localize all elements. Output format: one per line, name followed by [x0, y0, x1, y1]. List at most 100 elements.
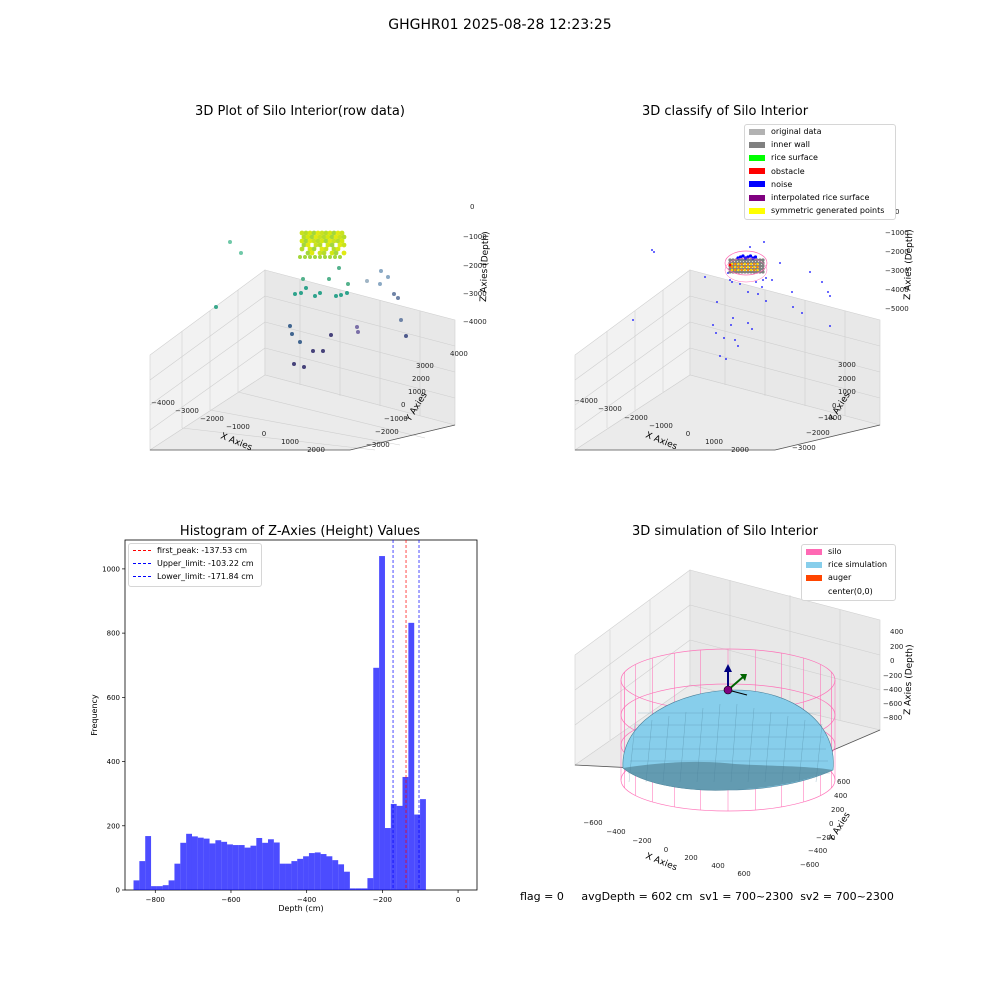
data-point: [311, 349, 315, 353]
legend-label: auger: [828, 573, 852, 583]
x-tick-label: −200: [373, 896, 392, 904]
data-point: [339, 238, 345, 244]
p1-xtick: −1000: [226, 423, 250, 431]
p4-ztick: −600: [883, 700, 902, 708]
histogram-bar: [379, 556, 385, 890]
p2-ytick: 3000: [838, 361, 856, 369]
inner-wall-point: [761, 264, 765, 268]
p2-ztick: −2000: [885, 248, 909, 256]
legend-entry: center(0,0): [802, 585, 895, 598]
histogram-bar: [326, 856, 333, 890]
p4-xtick: −200: [632, 837, 651, 845]
histogram-bar: [355, 888, 362, 890]
histogram-bar: [250, 845, 257, 890]
histogram-bar: [361, 888, 368, 890]
data-point: [299, 246, 305, 252]
histogram-bar: [162, 885, 169, 890]
noise-point: [827, 291, 829, 293]
data-point: [313, 234, 319, 240]
rice-surface-point: [750, 262, 753, 266]
p4-ztick: −200: [883, 672, 902, 680]
rice-surface-point: [753, 262, 756, 266]
rice-surface-point: [750, 265, 753, 269]
data-point: [307, 238, 313, 244]
noise-point: [727, 272, 729, 274]
data-point: [239, 251, 243, 255]
data-point: [327, 277, 331, 281]
p2-ytick: −2000: [806, 429, 830, 437]
histogram-bar: [191, 836, 198, 890]
legend-label: Lower_limit: -171.84 cm: [157, 572, 254, 582]
p1-xtick: 2000: [307, 446, 325, 454]
noise-point: [730, 324, 732, 326]
noise-point: [732, 317, 734, 319]
histogram-bar: [268, 839, 274, 890]
rice-surface-point: [740, 265, 743, 269]
p4-ytick: −600: [800, 861, 819, 869]
histogram-bar: [262, 842, 269, 890]
histogram-bar: [244, 847, 251, 890]
inner-wall-point: [740, 258, 744, 262]
legend-label: center(0,0): [828, 586, 873, 596]
histogram-bar: [303, 856, 309, 890]
histogram-bar: [308, 853, 315, 890]
p4-xtick: 400: [711, 862, 724, 870]
p4-ztick: 200: [890, 643, 903, 651]
p2-zlabel: Z Axies (Depth): [903, 229, 915, 300]
data-point: [323, 255, 327, 259]
p4-ytick: 200: [831, 806, 844, 814]
inner-wall-point: [728, 261, 732, 265]
histogram-bar: [145, 836, 152, 890]
p1-ytick: 3000: [416, 362, 434, 370]
data-point: [333, 250, 339, 256]
data-point: [404, 334, 408, 338]
legend-entry: noise: [745, 178, 895, 191]
legend-label: silo: [828, 547, 842, 557]
legend-swatch: [749, 207, 765, 214]
data-point: [315, 238, 321, 244]
panel3-legend: first_peak: -137.53 cm Upper_limit: -103…: [128, 543, 262, 587]
data-point: [292, 362, 296, 366]
rice-surface-point: [730, 265, 734, 269]
data-point: [298, 340, 302, 344]
noise-point: [749, 246, 751, 248]
histogram-bar: [139, 861, 146, 890]
legend-swatch: [806, 574, 822, 581]
rice-surface-point: [737, 268, 740, 272]
panel3-histogram: −800 −600 −400 −200 0 0 200 400 600 800 1000 Dept…: [90, 539, 478, 913]
p1-ztick: 0: [470, 203, 474, 211]
rice-surface-point: [750, 268, 753, 272]
histogram-bar: [238, 845, 245, 890]
legend-entry: original data: [745, 125, 895, 138]
p2-ytick: −3000: [792, 444, 816, 452]
p2-ytick: −1000: [818, 414, 842, 422]
p2-xtick: 0: [686, 430, 690, 438]
histogram-bar: [390, 803, 397, 890]
inner-wall-point: [758, 261, 762, 265]
data-point: [299, 238, 305, 244]
data-point: [309, 234, 315, 240]
p2-xtick: −4000: [574, 397, 598, 405]
histogram-bar: [256, 837, 263, 890]
rice-surface-point: [730, 262, 734, 266]
noise-point: [755, 281, 757, 283]
p2-xtick: −1000: [649, 422, 673, 430]
legend-swatch: [806, 561, 822, 568]
data-point: [335, 246, 341, 252]
histogram-bar: [320, 854, 327, 890]
histogram-bar: [156, 886, 163, 890]
legend-label: symmetric generated points: [771, 206, 885, 216]
legend-label: interpolated rice surface: [771, 193, 870, 203]
data-point: [337, 266, 341, 270]
data-point: [309, 250, 315, 256]
data-point: [325, 234, 331, 240]
data-point: [338, 255, 342, 259]
y-tick-label: 200: [107, 822, 120, 830]
histogram-bar: [209, 843, 216, 890]
histogram-bar: [186, 833, 192, 890]
legend-label: first_peak: -137.53 cm: [157, 546, 248, 556]
histogram-bar: [414, 814, 421, 890]
data-point: [328, 255, 332, 259]
data-point: [339, 293, 343, 297]
data-point: [341, 242, 347, 248]
